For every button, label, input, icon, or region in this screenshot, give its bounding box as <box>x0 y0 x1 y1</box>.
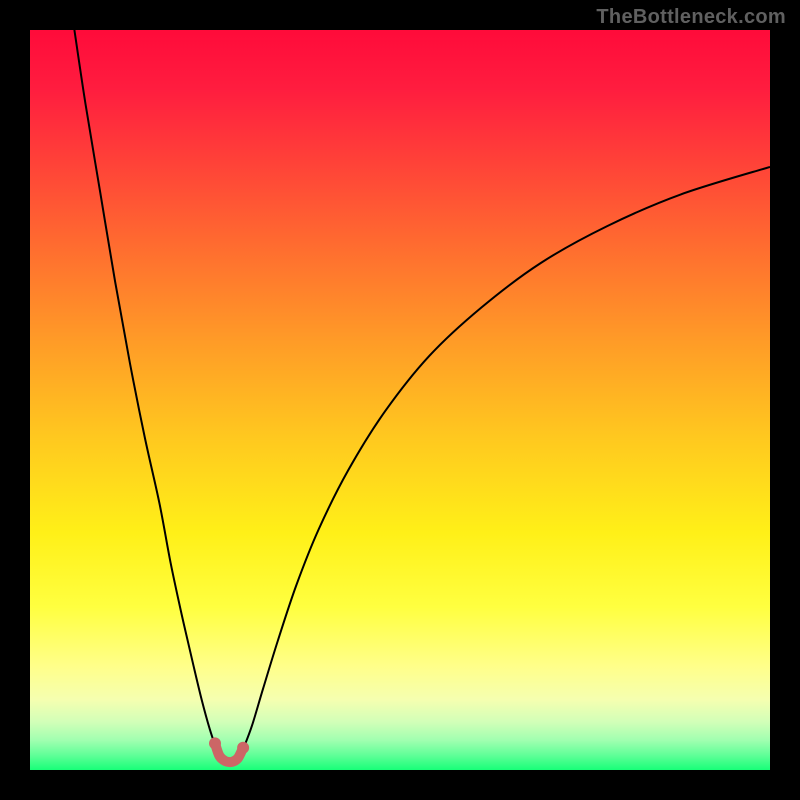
valley-marker-dot-left <box>209 737 221 749</box>
plot-svg <box>30 30 770 770</box>
curve-right-branch <box>243 167 770 749</box>
curve-left-branch <box>74 30 216 749</box>
watermark-text: TheBottleneck.com <box>596 6 786 29</box>
plot-area <box>30 30 770 770</box>
valley-marker-dot-right <box>237 742 249 754</box>
